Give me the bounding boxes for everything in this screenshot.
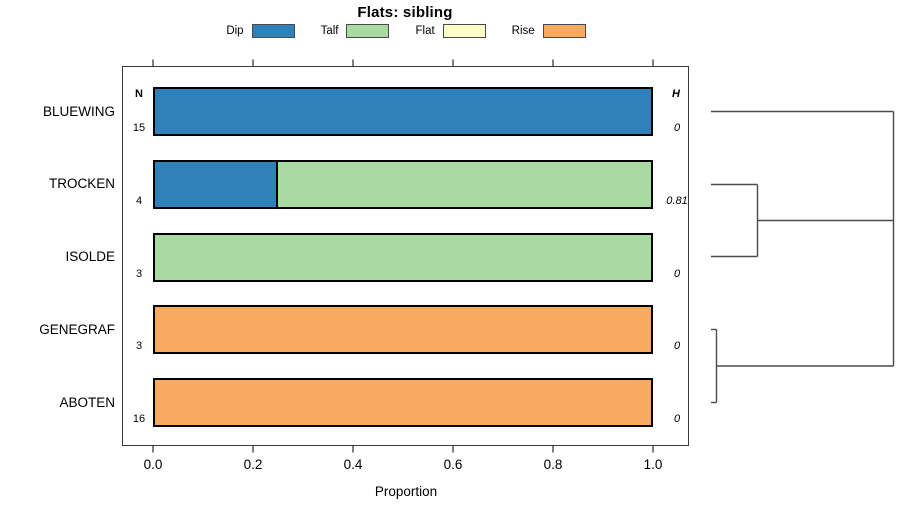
bar-segment-dip bbox=[153, 87, 653, 136]
x-tick-label: 0.6 bbox=[443, 457, 463, 472]
legend-item: Flat bbox=[415, 24, 486, 38]
category-label: TROCKEN bbox=[48, 176, 115, 192]
category-label: ISOLDE bbox=[65, 249, 115, 264]
legend-label: Talf bbox=[320, 25, 339, 37]
legend-label: Rise bbox=[511, 25, 535, 37]
legend-item: Talf bbox=[321, 24, 390, 38]
x-tick-label: 0.8 bbox=[543, 457, 563, 472]
legend-item: Dip bbox=[226, 24, 295, 38]
legend-label: Flat bbox=[415, 25, 435, 37]
h-value: 0 bbox=[673, 340, 681, 353]
legend-swatch bbox=[346, 24, 390, 38]
legend: Dip Talf Flat Rise bbox=[123, 24, 689, 38]
x-tick-label: 0.2 bbox=[243, 457, 263, 472]
bar-segment-talf bbox=[153, 232, 653, 282]
n-column-header: N bbox=[135, 88, 143, 100]
n-value: 15 bbox=[132, 122, 146, 134]
n-value: 4 bbox=[135, 194, 143, 207]
h-value: 0 bbox=[673, 413, 681, 425]
category-label: BLUEWING bbox=[42, 103, 115, 119]
h-value: 0 bbox=[673, 267, 681, 280]
bar-segment-rise bbox=[153, 305, 653, 355]
axis-ticks bbox=[152, 59, 654, 453]
legend-swatch bbox=[542, 24, 586, 38]
bar-segment-talf bbox=[276, 159, 653, 209]
n-value: 3 bbox=[135, 340, 143, 353]
h-column-header: H bbox=[672, 88, 680, 100]
h-value: 0 bbox=[673, 122, 681, 134]
n-value: 3 bbox=[135, 267, 143, 280]
legend-swatch bbox=[442, 24, 486, 38]
x-tick-label: 0.0 bbox=[143, 457, 163, 472]
legend-label: Dip bbox=[226, 25, 244, 37]
category-label: GENEGRAF bbox=[39, 321, 115, 337]
x-tick-label: 1.0 bbox=[643, 457, 663, 472]
n-value: 16 bbox=[132, 413, 146, 425]
bar-segment-rise bbox=[153, 378, 653, 427]
x-axis-label: Proportion bbox=[374, 484, 438, 499]
plot-border bbox=[122, 66, 689, 446]
x-tick-label: 0.4 bbox=[343, 457, 363, 472]
dendrogram bbox=[711, 110, 895, 404]
category-label: ABOTEN bbox=[59, 394, 115, 410]
chart-title: Flats: sibling bbox=[357, 4, 453, 21]
legend-item: Rise bbox=[512, 24, 586, 38]
legend-swatch bbox=[251, 24, 295, 38]
bar-segment-dip bbox=[153, 159, 278, 209]
h-value: 0.81 bbox=[666, 194, 688, 207]
